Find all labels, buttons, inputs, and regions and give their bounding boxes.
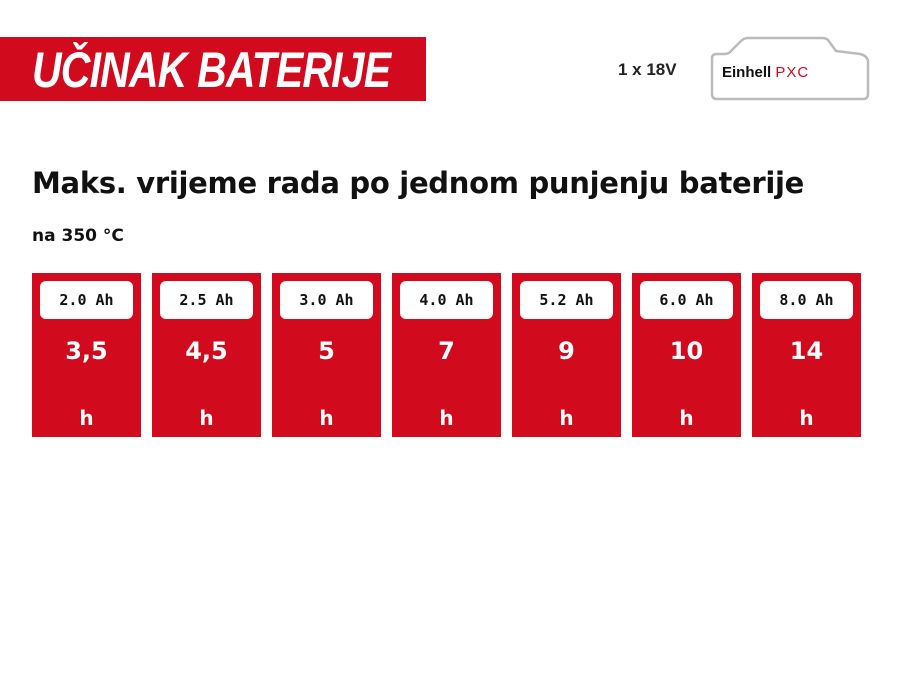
- runtime-value: 9: [558, 337, 575, 365]
- runtime-value: 7: [438, 337, 455, 365]
- runtime-value: 5: [318, 337, 335, 365]
- capacity-badge: 5.2 Ah: [520, 281, 613, 319]
- runtime-unit: h: [199, 406, 214, 430]
- runtime-card: 2.0 Ah 3,5 h: [32, 273, 141, 437]
- runtime-value: 3,5: [65, 337, 108, 365]
- runtime-card: 4.0 Ah 7 h: [392, 273, 501, 437]
- runtime-unit: h: [319, 406, 334, 430]
- battery-logo-icon: [710, 36, 870, 101]
- capacity-badge: 6.0 Ah: [640, 281, 733, 319]
- voltage-label: 1 x 18V: [618, 60, 677, 79]
- runtime-value: 4,5: [185, 337, 228, 365]
- section-heading: Maks. vrijeme rada po jednom punjenju ba…: [32, 166, 805, 200]
- runtime-unit: h: [79, 406, 94, 430]
- runtime-unit: h: [559, 406, 574, 430]
- runtime-card: 6.0 Ah 10 h: [632, 273, 741, 437]
- capacity-badge: 3.0 Ah: [280, 281, 373, 319]
- runtime-card: 8.0 Ah 14 h: [752, 273, 861, 437]
- runtime-card: 5.2 Ah 9 h: [512, 273, 621, 437]
- capacity-badge: 2.5 Ah: [160, 281, 253, 319]
- capacity-badge: 2.0 Ah: [40, 281, 133, 319]
- page-title: UČINAK BATERIJE: [32, 42, 391, 98]
- brand-logo: Einhell PXC: [722, 64, 810, 81]
- runtime-unit: h: [679, 406, 694, 430]
- title-banner: UČINAK BATERIJE: [0, 37, 426, 101]
- capacity-badge: 8.0 Ah: [760, 281, 853, 319]
- temperature-note: na 350 °C: [32, 226, 124, 246]
- runtime-unit: h: [439, 406, 454, 430]
- runtime-card: 2.5 Ah 4,5 h: [152, 273, 261, 437]
- runtime-value: 10: [669, 337, 704, 365]
- capacity-badge: 4.0 Ah: [400, 281, 493, 319]
- runtime-card: 3.0 Ah 5 h: [272, 273, 381, 437]
- runtime-unit: h: [799, 406, 814, 430]
- runtime-value: 14: [789, 337, 824, 365]
